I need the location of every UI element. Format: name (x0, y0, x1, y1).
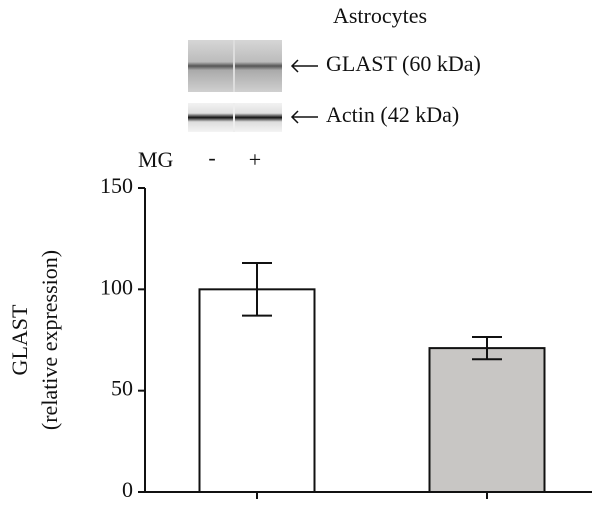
bar (428, 347, 546, 493)
y-axis-label: GLAST (7, 304, 32, 375)
blot-title: Astrocytes (333, 3, 427, 28)
y-tick-label: 100 (100, 274, 133, 299)
y-tick-label: 150 (100, 173, 133, 198)
bar (198, 288, 316, 494)
lane-sign: + (249, 147, 261, 172)
y-tick-label: 0 (122, 477, 133, 502)
lane-sign: - (208, 145, 215, 170)
lane-label: MG (138, 147, 174, 172)
arrows (290, 59, 318, 124)
error-bar (472, 335, 502, 361)
error-bar (242, 261, 272, 317)
y-tick-label: 50 (111, 376, 133, 401)
band-label: GLAST (60 kDa) (326, 51, 481, 76)
band-label: Actin (42 kDa) (326, 102, 459, 127)
y-axis-label: (relative expression) (37, 250, 62, 430)
